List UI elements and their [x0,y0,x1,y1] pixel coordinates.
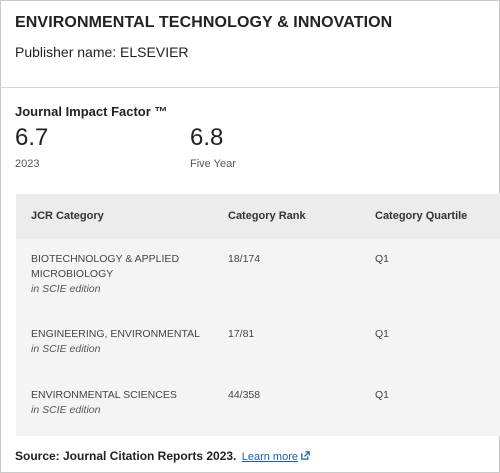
source-text: Source: Journal Citation Reports 2023. [15,449,237,463]
column-header-rank: Category Rank [228,210,306,222]
column-header-quartile: Category Quartile [375,210,468,222]
category-cell: BIOTECHNOLOGY & APPLIED MICROBIOLOGY in … [31,252,201,297]
metric-label: Five Year [190,158,236,170]
metric-value: 6.8 [190,124,224,151]
impact-factor-heading: Journal Impact Factor ™ [15,104,168,119]
category-name: ENGINEERING, ENVIRONMENTAL [31,328,200,340]
source-footer: Source: Journal Citation Reports 2023. L… [15,449,311,463]
quartile-cell: Q1 [375,389,390,401]
category-name: BIOTECHNOLOGY & APPLIED MICROBIOLOGY [31,253,180,280]
metric-value: 6.7 [15,124,49,151]
table-header: JCR Category Category Rank Category Quar… [16,194,500,239]
journal-title: ENVIRONMENTAL TECHNOLOGY & INNOVATION [15,14,393,31]
jcr-category-table: JCR Category Category Rank Category Quar… [16,194,500,436]
metric-2023: 6.7 2023 [15,124,49,171]
rank-cell: 18/174 [228,253,261,265]
category-cell: ENVIRONMENTAL SCIENCES in SCIE edition [31,388,201,418]
journal-header: ENVIRONMENTAL TECHNOLOGY & INNOVATION Pu… [1,1,499,88]
quartile-cell: Q1 [375,253,390,265]
rank-cell: 17/81 [228,328,255,340]
edition-label: in SCIE edition [31,343,101,355]
metric-label: 2023 [15,158,40,170]
edition-label: in SCIE edition [31,283,101,295]
category-name: ENVIRONMENTAL SCIENCES [31,389,177,401]
external-link-icon [301,451,310,460]
edition-label: in SCIE edition [31,404,101,416]
category-cell: ENGINEERING, ENVIRONMENTAL in SCIE editi… [31,327,201,357]
impact-factor-section: Journal Impact Factor ™ 6.7 2023 6.8 Fiv… [1,88,499,175]
learn-more-link[interactable]: Learn more [242,451,311,463]
publisher-name: Publisher name: ELSEVIER [15,44,189,60]
impact-factor-metrics: 6.7 2023 6.8 Five Year [15,125,499,175]
learn-more-label: Learn more [241,451,298,463]
quartile-cell: Q1 [375,328,390,340]
rank-cell: 44/358 [228,389,261,401]
metric-five-year: 6.8 Five Year [190,124,236,171]
column-header-category: JCR Category [31,210,104,222]
